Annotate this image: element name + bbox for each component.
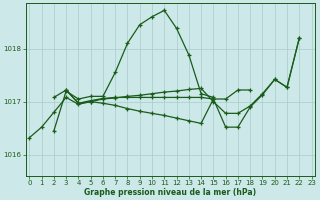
X-axis label: Graphe pression niveau de la mer (hPa): Graphe pression niveau de la mer (hPa): [84, 188, 257, 197]
